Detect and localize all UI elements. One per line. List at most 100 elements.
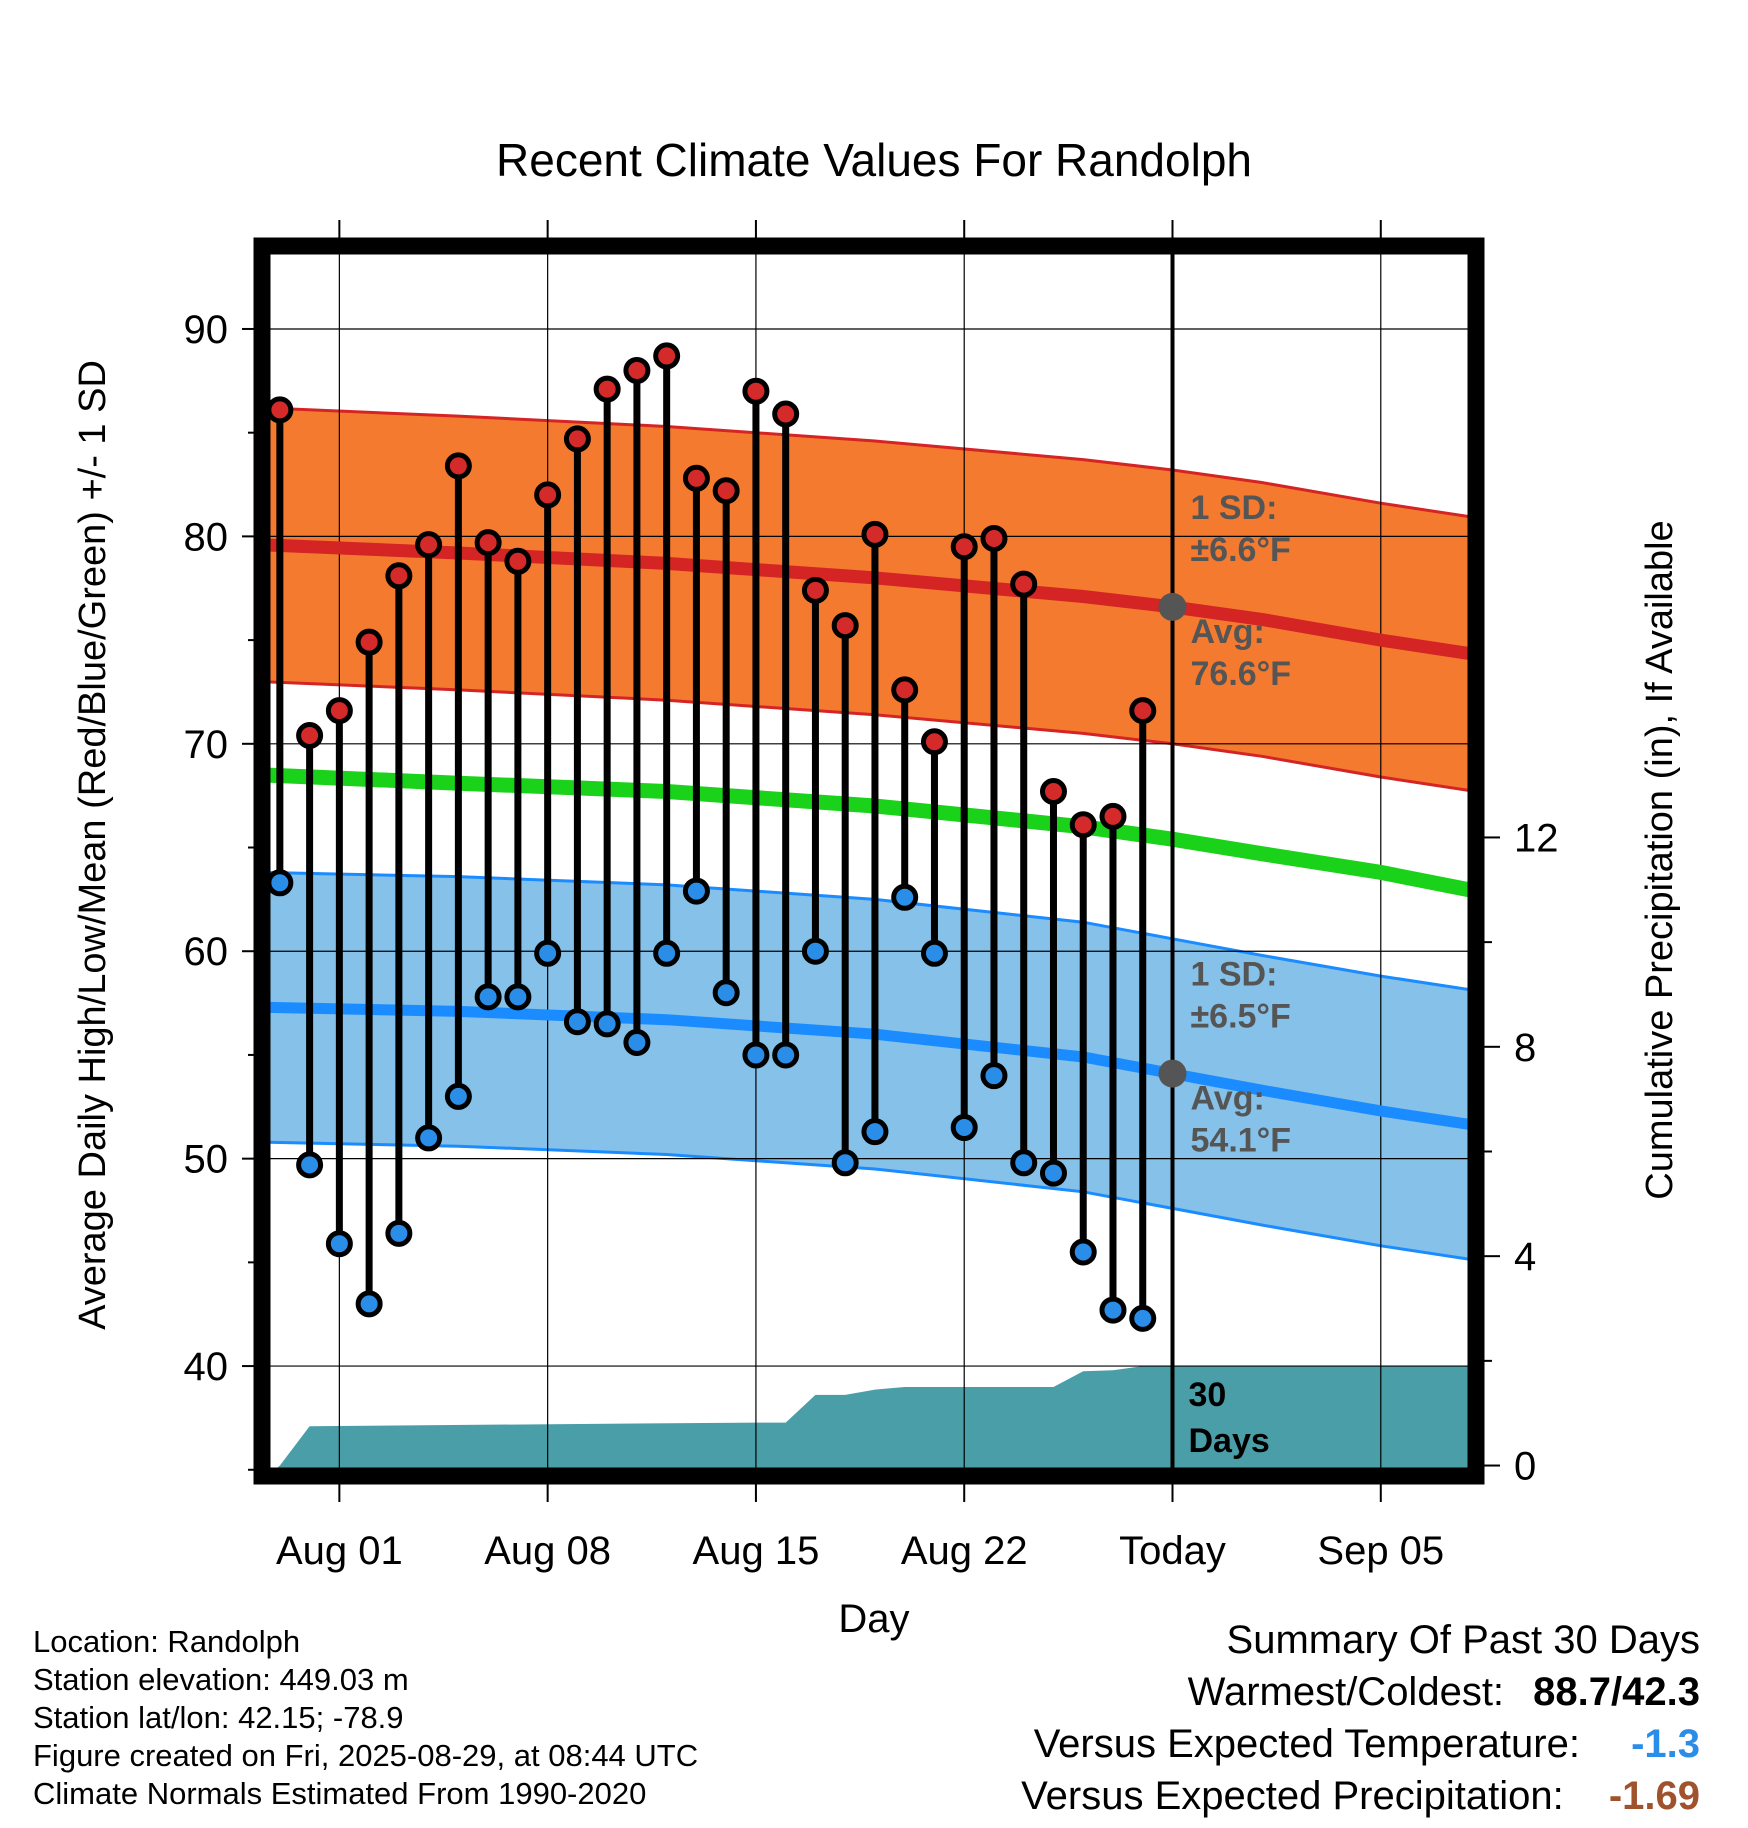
low-avg-value: 54.1°F (1191, 1122, 1292, 1160)
high-temp-point (831, 612, 859, 640)
high-temp-point (296, 722, 324, 750)
low-temp-point (385, 1219, 413, 1247)
high-temp-point (772, 400, 800, 428)
high-temp-point (504, 547, 532, 575)
info-elevation: Station elevation: 449.03 m (33, 1662, 409, 1697)
x-tick-label: Aug 15 (693, 1529, 820, 1573)
low-temp-point (444, 1082, 472, 1110)
low-sd-label: 1 SD: (1191, 956, 1278, 994)
low-sd-value: ±6.5°F (1191, 998, 1291, 1036)
temp-label: Versus Expected Temperature: (1033, 1722, 1580, 1766)
high-temp-point (266, 396, 294, 424)
y-left-tick-label: 70 (184, 723, 229, 767)
y-left-tick-label: 60 (184, 930, 229, 974)
high-band-upper-edge (262, 406, 1476, 520)
low-temp-point (653, 939, 681, 967)
low-temp-point (474, 983, 502, 1011)
high-temp-point (1069, 811, 1097, 839)
summary-precip: Versus Expected Precipitation: -1.69 (1021, 1774, 1700, 1819)
low-avg-label: Avg: (1191, 1080, 1265, 1118)
low-temp-point (1129, 1304, 1157, 1332)
low-temp-point (296, 1151, 324, 1179)
high-temp-point (593, 375, 621, 403)
high-temp-point (1099, 802, 1127, 830)
y-right-tick-label: 12 (1514, 816, 1559, 860)
high-temp-point (950, 533, 978, 561)
y-right-tick-label: 0 (1514, 1445, 1536, 1489)
high-temp-point (712, 477, 740, 505)
low-temp-point (712, 979, 740, 1007)
high-temp-point (534, 481, 562, 509)
high-temp-point (623, 356, 651, 384)
low-temp-point (563, 1008, 591, 1036)
high-sd-label: 1 SD: (1191, 489, 1278, 527)
y-left-tick-label: 40 (184, 1345, 229, 1389)
warm-cold-value: 88.7/42.3 (1533, 1670, 1700, 1714)
high-temp-point (742, 377, 770, 405)
high-avg-label: Avg: (1191, 613, 1265, 651)
y-axis-left-label: Average Daily High/Low/Mean (Red/Blue/Gr… (72, 360, 114, 1330)
high-temp-point (325, 697, 353, 725)
high-sd-band (262, 407, 1476, 792)
today-high-avg-point (1158, 592, 1187, 621)
high-temp-point (861, 520, 889, 548)
high-temp-point (1010, 570, 1038, 598)
low-temp-point (772, 1041, 800, 1069)
low-sd-band (262, 872, 1476, 1261)
x-tick-label: Aug 08 (484, 1529, 611, 1573)
low-temp-point (504, 983, 532, 1011)
summary-heading: Summary Of Past 30 Days (1226, 1618, 1700, 1662)
high-temp-point (415, 531, 443, 559)
high-temp-point (474, 529, 502, 557)
normal-mean-line (262, 767, 1476, 899)
x-axis-label: Day (838, 1597, 909, 1641)
y-left-tick-label: 50 (184, 1138, 229, 1182)
info-location: Location: Randolph (33, 1624, 301, 1659)
x-tick-label: Aug 01 (276, 1529, 403, 1573)
high-temp-point (682, 464, 710, 492)
low-temp-point (950, 1114, 978, 1142)
low-temp-point (980, 1062, 1008, 1090)
info-created: Figure created on Fri, 2025-08-29, at 08… (33, 1738, 699, 1773)
y-right-tick-label: 4 (1514, 1235, 1536, 1279)
x-tick-label: Sep 05 (1317, 1529, 1444, 1573)
high-band-lower-edge (262, 680, 1476, 793)
low-temp-point (1069, 1238, 1097, 1266)
low-temp-point (1039, 1159, 1067, 1187)
low-temp-point (861, 1118, 889, 1146)
temp-value: -1.3 (1631, 1722, 1700, 1766)
high-temp-point (1129, 697, 1157, 725)
plot-frame (253, 237, 1485, 1485)
plot-content: 1 SD: ±6.6°F Avg: 76.6°F 1 SD: ±6.5°F Avg: 54.1… (262, 246, 1476, 1476)
low-temp-point (623, 1028, 651, 1056)
precip-label: Versus Expected Precipitation: (1021, 1774, 1564, 1818)
high-temp-point (444, 452, 472, 480)
low-temp-point (742, 1041, 770, 1069)
high-temp-point (801, 576, 829, 604)
summary-warm-cold: Warmest/Coldest: 88.7/42.3 (1188, 1670, 1700, 1715)
warm-cold-label: Warmest/Coldest: (1187, 1670, 1505, 1714)
high-temp-point (385, 562, 413, 590)
high-temp-point (355, 628, 383, 656)
precip-area (267, 1366, 1476, 1476)
precip-value: -1.69 (1608, 1774, 1700, 1818)
low-temp-point (415, 1124, 443, 1152)
high-temp-point (563, 425, 591, 453)
low-temp-point (920, 939, 948, 967)
info-latlon: Station lat/lon: 42.15; -78.9 (33, 1700, 404, 1735)
low-temp-point (891, 883, 919, 911)
low-temp-point (1010, 1149, 1038, 1177)
low-temp-point (682, 877, 710, 905)
low-temp-point (266, 869, 294, 897)
y-left-tick-label: 90 (184, 308, 229, 352)
high-temp-point (891, 676, 919, 704)
info-normals: Climate Normals Estimated From 1990-2020 (33, 1776, 647, 1811)
plot-area: 1 SD: ±6.6°F Avg: 76.6°F 1 SD: ±6.5°F Avg: 54.1… (184, 220, 1559, 1573)
chart-title: Recent Climate Values For Randolph (496, 134, 1252, 186)
high-temp-point (920, 728, 948, 756)
low-temp-point (534, 939, 562, 967)
y-right-tick-label: 8 (1514, 1026, 1536, 1070)
high-avg-value: 76.6°F (1191, 655, 1292, 693)
x-tick-label: Aug 22 (901, 1529, 1028, 1573)
